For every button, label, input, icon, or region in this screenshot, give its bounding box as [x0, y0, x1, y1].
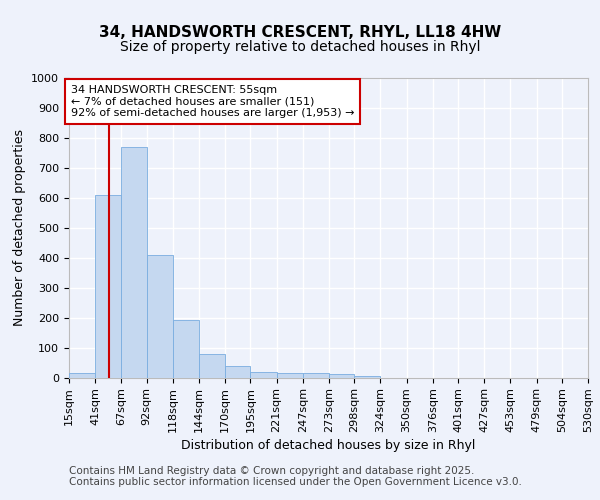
Bar: [277, 373, 303, 378]
Text: 34, HANDSWORTH CRESCENT, RHYL, LL18 4HW: 34, HANDSWORTH CRESCENT, RHYL, LL18 4HW: [99, 25, 501, 40]
Text: 34 HANDSWORTH CRESCENT: 55sqm
← 7% of detached houses are smaller (151)
92% of s: 34 HANDSWORTH CRESCENT: 55sqm ← 7% of de…: [71, 85, 355, 118]
Bar: [329, 374, 354, 378]
Bar: [199, 354, 225, 378]
Bar: [303, 373, 329, 378]
Text: Contains public sector information licensed under the Open Government Licence v3: Contains public sector information licen…: [69, 477, 522, 487]
Bar: [69, 373, 95, 378]
Bar: [250, 372, 277, 378]
Y-axis label: Number of detached properties: Number of detached properties: [13, 129, 26, 326]
Bar: [121, 146, 146, 378]
Bar: [146, 254, 173, 378]
Bar: [173, 320, 199, 378]
Bar: [95, 195, 121, 378]
Bar: [225, 366, 250, 378]
Text: Contains HM Land Registry data © Crown copyright and database right 2025.: Contains HM Land Registry data © Crown c…: [69, 466, 475, 476]
X-axis label: Distribution of detached houses by size in Rhyl: Distribution of detached houses by size …: [181, 440, 476, 452]
Text: Size of property relative to detached houses in Rhyl: Size of property relative to detached ho…: [120, 40, 480, 54]
Bar: [354, 376, 380, 378]
